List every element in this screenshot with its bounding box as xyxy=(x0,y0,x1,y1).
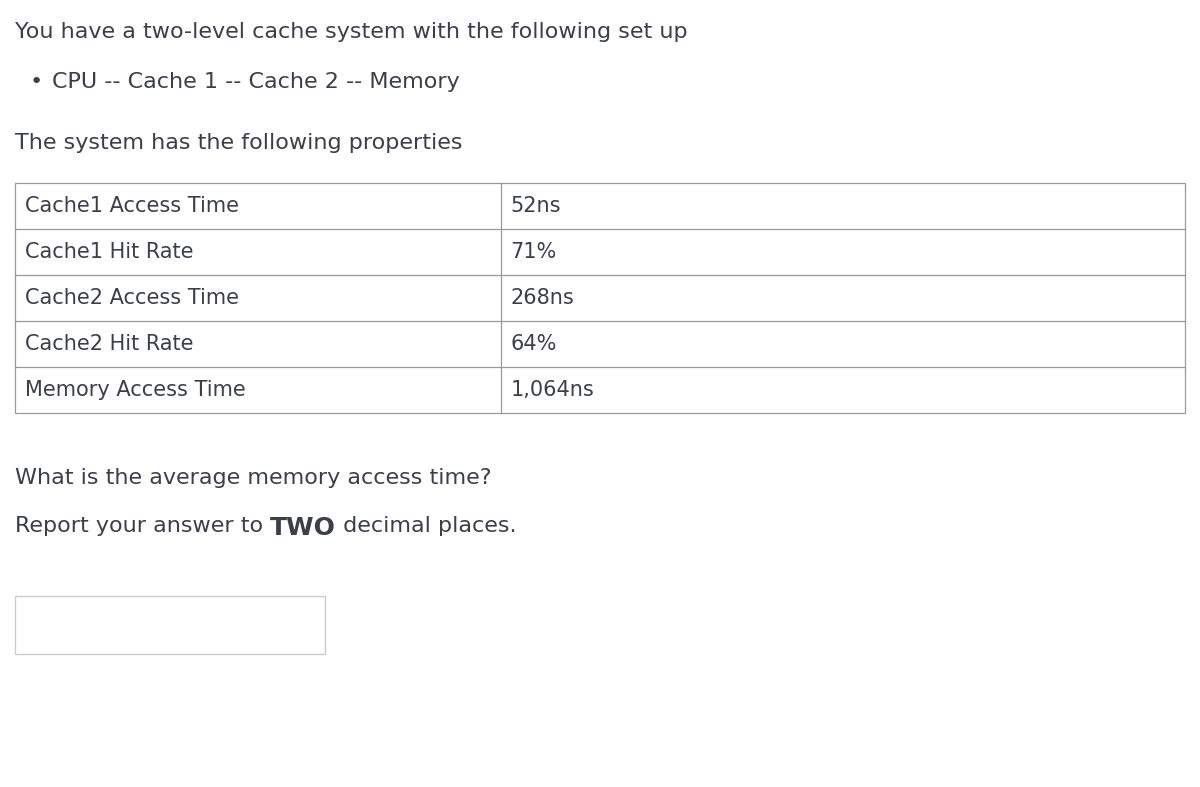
Text: Memory Access Time: Memory Access Time xyxy=(25,380,246,400)
Text: Report your answer to: Report your answer to xyxy=(14,516,270,536)
Text: TWO: TWO xyxy=(270,516,336,540)
Text: 1,064ns: 1,064ns xyxy=(510,380,594,400)
Bar xyxy=(14,183,1186,413)
Text: decimal places.: decimal places. xyxy=(336,516,517,536)
Text: CPU -- Cache 1 -- Cache 2 -- Memory: CPU -- Cache 1 -- Cache 2 -- Memory xyxy=(52,72,460,92)
Text: What is the average memory access time?: What is the average memory access time? xyxy=(14,468,492,488)
Text: Cache1 Hit Rate: Cache1 Hit Rate xyxy=(25,242,193,262)
Text: Cache1 Access Time: Cache1 Access Time xyxy=(25,196,239,216)
Text: •: • xyxy=(30,72,43,92)
Text: 268ns: 268ns xyxy=(510,288,575,308)
Text: 64%: 64% xyxy=(510,334,557,354)
Text: Cache2 Access Time: Cache2 Access Time xyxy=(25,288,239,308)
Text: 52ns: 52ns xyxy=(510,196,562,216)
Text: You have a two-level cache system with the following set up: You have a two-level cache system with t… xyxy=(14,22,688,42)
Text: Cache2 Hit Rate: Cache2 Hit Rate xyxy=(25,334,193,354)
Bar xyxy=(14,596,325,654)
Text: 71%: 71% xyxy=(510,242,557,262)
Text: The system has the following properties: The system has the following properties xyxy=(14,133,462,153)
